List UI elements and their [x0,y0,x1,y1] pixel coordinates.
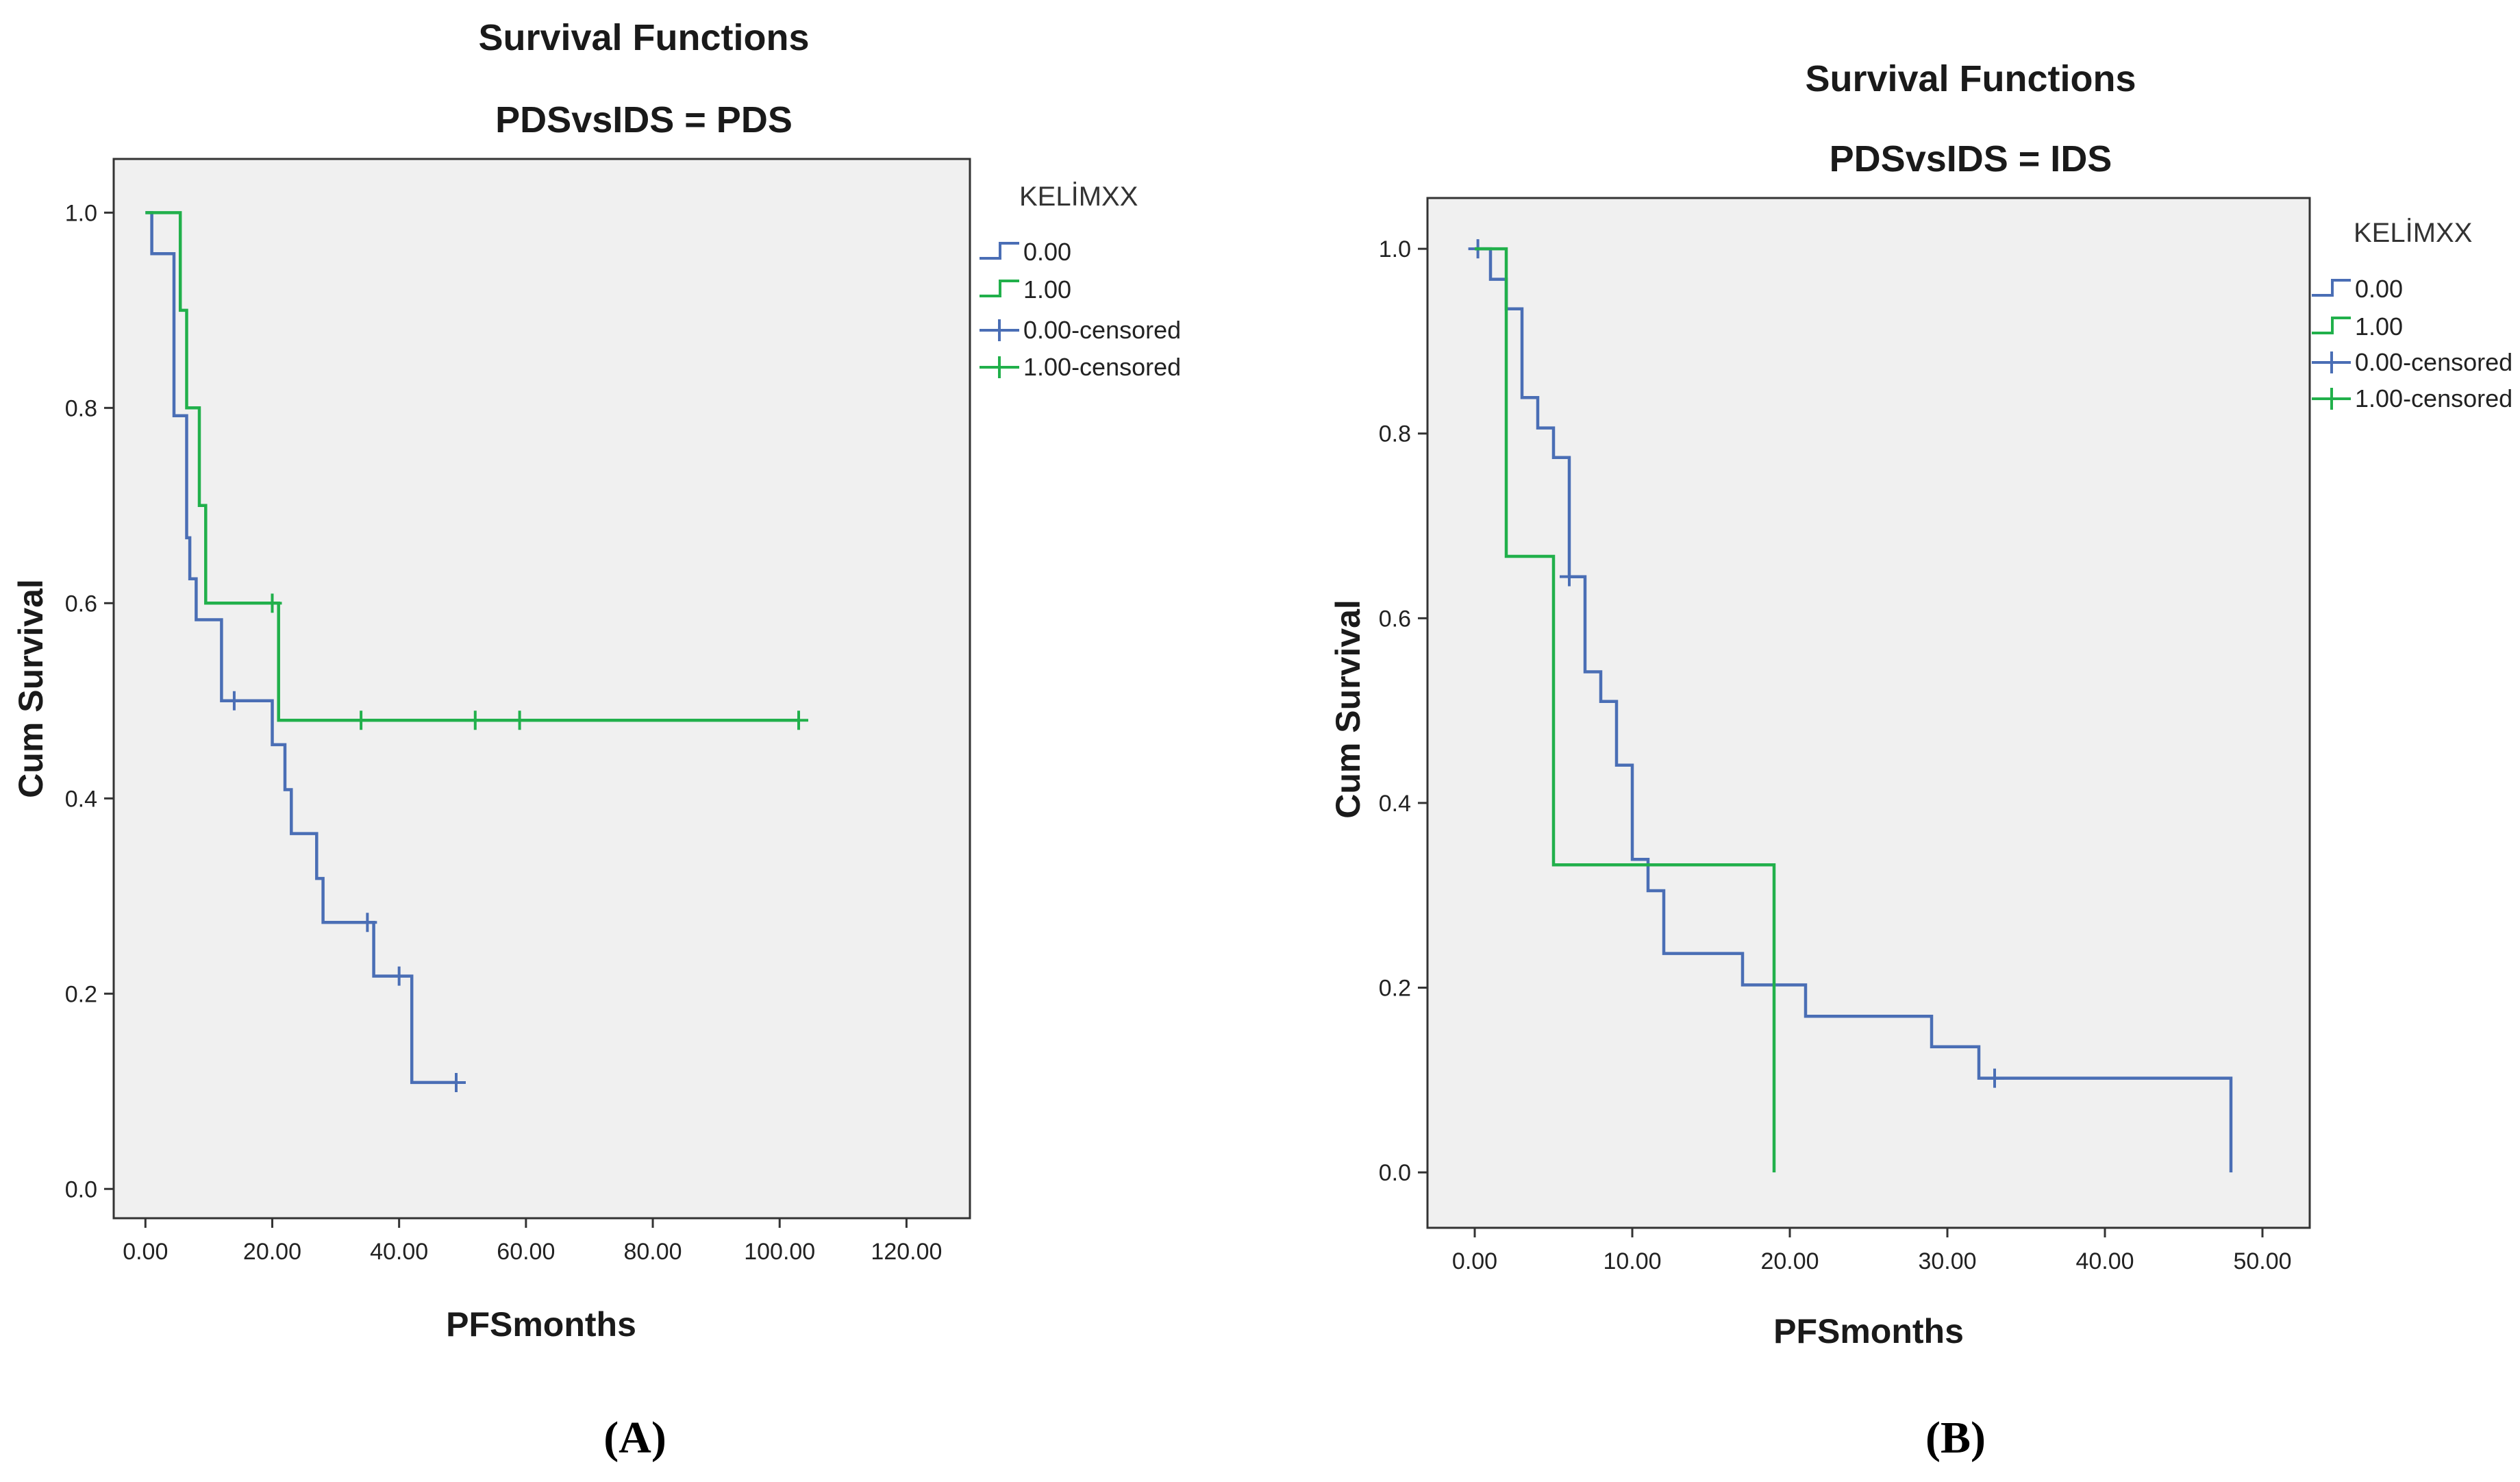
panel-a-censor-mark-1 [262,593,282,613]
panel-a-censor-mark-1 [351,711,371,730]
panel-b-subtitle: PDSvsIDS = IDS [1830,138,2112,180]
panel-a-legend-label-1: 1.00 [1023,275,1071,304]
panel-a-series-group [145,211,808,1092]
panel-a-censor-mark-1 [465,711,485,730]
panel-a-legend-swatch-3 [980,356,1019,378]
panel-a-y-tick-label: 1.0 [65,200,97,226]
panel-b-legend-swatch-1 [2312,317,2351,334]
panel-b-y-tick-label: 0.0 [1379,1160,1411,1186]
panel-a-subtitle: PDSvsIDS = PDS [495,99,793,140]
panel-a-title: Survival Functions [478,17,809,58]
panel-a-y-tick-label: 0.2 [65,981,97,1007]
panel-a-series-line-1 [145,211,799,722]
panel-a-y-axis-label: Cum Survival [12,579,50,798]
panel-b-x-tick-label: 40.00 [2075,1248,2134,1274]
panel-b-plot-area [1426,197,2311,1229]
panel-a-x-tick-label: 20.00 [243,1239,301,1265]
panel-b-x-axis: 0.00 10.00 20.00 30.00 40.00 50.00 [1452,1228,2292,1274]
panel-b-series-line-1 [1475,247,1776,1173]
panel-a-censor-mark-0 [358,913,377,933]
panel-a-legend-label-0: 0.00 [1023,238,1071,266]
panel-a-x-tick-label: 0.00 [123,1239,168,1265]
panel-a-plot-area [112,158,971,1220]
panel-a-legend: KELİMXX 0.00 1.00 0.00-censored 1.00-cen… [980,181,1181,381]
panel-a-censor-mark-1 [789,711,808,730]
panel-b-y-tick-label: 0.6 [1379,606,1411,632]
panel-b-legend-label-1: 1.00 [2355,312,2403,341]
panel-a-x-tick-label: 80.00 [623,1239,682,1265]
panel-b-legend-label-3: 1.00-censored [2355,384,2512,412]
panel-a-censor-mark-0 [224,691,244,711]
panel-a-x-tick-label: 40.00 [370,1239,428,1265]
panel-b-x-tick-label: 0.00 [1452,1248,1497,1274]
panel-b-legend-swatch-3 [2312,388,2351,410]
panel-b-y-tick-label: 0.2 [1379,976,1411,1002]
panel-b-series-line-0 [1475,247,2233,1173]
panel-a-censor-mark-0 [389,966,409,986]
panel-b-chart: Survival Functions PDSvsIDS = IDS 0.0 0.2… [1329,58,2512,1463]
panel-b-x-tick-label: 30.00 [1918,1248,1976,1274]
panel-a-x-axis-label: PFSmonths [446,1305,636,1344]
panel-b-series-group [1468,239,2233,1173]
panel-b-y-tick-label: 1.0 [1379,236,1411,262]
panel-b-legend-label-2: 0.00-censored [2355,348,2512,376]
panel-a-legend-title: KELİMXX [1019,181,1138,212]
panel-a-x-tick-label: 120.00 [871,1239,942,1265]
panel-a-legend-swatch-2 [980,319,1019,341]
panel-a-x-axis: 0.00 20.00 40.00 60.00 80.00 100.00 120.00 [123,1218,942,1265]
panel-b-legend-swatch-2 [2312,351,2351,373]
panel-a-legend-swatch-0 [980,242,1019,260]
panel-b-y-axis-label: Cum Survival [1329,600,1367,819]
panel-b-x-tick-label: 20.00 [1760,1248,1819,1274]
panel-a-series-line-0 [145,211,456,1085]
panel-a-x-tick-label: 60.00 [497,1239,555,1265]
panel-b-censor-mark-0 [1560,567,1579,586]
panel-a-y-tick-label: 0.0 [65,1176,97,1202]
panel-a-censor-mark-1 [510,711,529,730]
panel-b-censor-mark-0 [1985,1068,2004,1088]
panel-b-x-tick-label: 50.00 [2233,1248,2291,1274]
panel-b-title: Survival Functions [1805,58,2136,99]
panel-b-y-tick-label: 0.8 [1379,421,1411,447]
panel-b-legend-label-0: 0.00 [2355,275,2403,303]
panel-a-censor-mark-0 [447,1072,466,1092]
panel-b-x-axis-label: PFSmonths [1773,1312,1964,1350]
panel-b-x-tick-label: 10.00 [1603,1248,1661,1274]
panel-a-y-tick-label: 0.8 [65,395,97,421]
panel-a-legend-swatch-1 [980,280,1019,297]
panel-b-y-tick-label: 0.4 [1379,791,1411,817]
panel-a-y-tick-label: 0.4 [65,786,97,812]
panel-b-label: (B) [1925,1413,1986,1463]
panel-b-legend-swatch-0 [2312,279,2351,297]
panel-a-y-tick-label: 0.6 [65,591,97,617]
panel-a-x-tick-label: 100.00 [744,1239,815,1265]
panel-a-y-axis: 0.0 0.2 0.4 0.6 0.8 1.0 [65,200,114,1202]
panel-a-legend-label-3: 1.00-censored [1023,353,1181,381]
panel-a-legend-label-2: 0.00-censored [1023,316,1181,344]
panel-b-legend-title: KELİMXX [2354,217,2472,248]
panel-b-y-axis: 0.0 0.2 0.4 0.6 0.8 1.0 [1379,236,1427,1186]
panel-a-chart: Survival Functions PDSvsIDS = PDS 0.0 0.2… [12,17,1181,1463]
panel-a-label: (A) [603,1413,666,1463]
panel-b-legend: KELİMXX 0.00 1.00 0.00-censored 1.00-cen… [2312,217,2512,412]
